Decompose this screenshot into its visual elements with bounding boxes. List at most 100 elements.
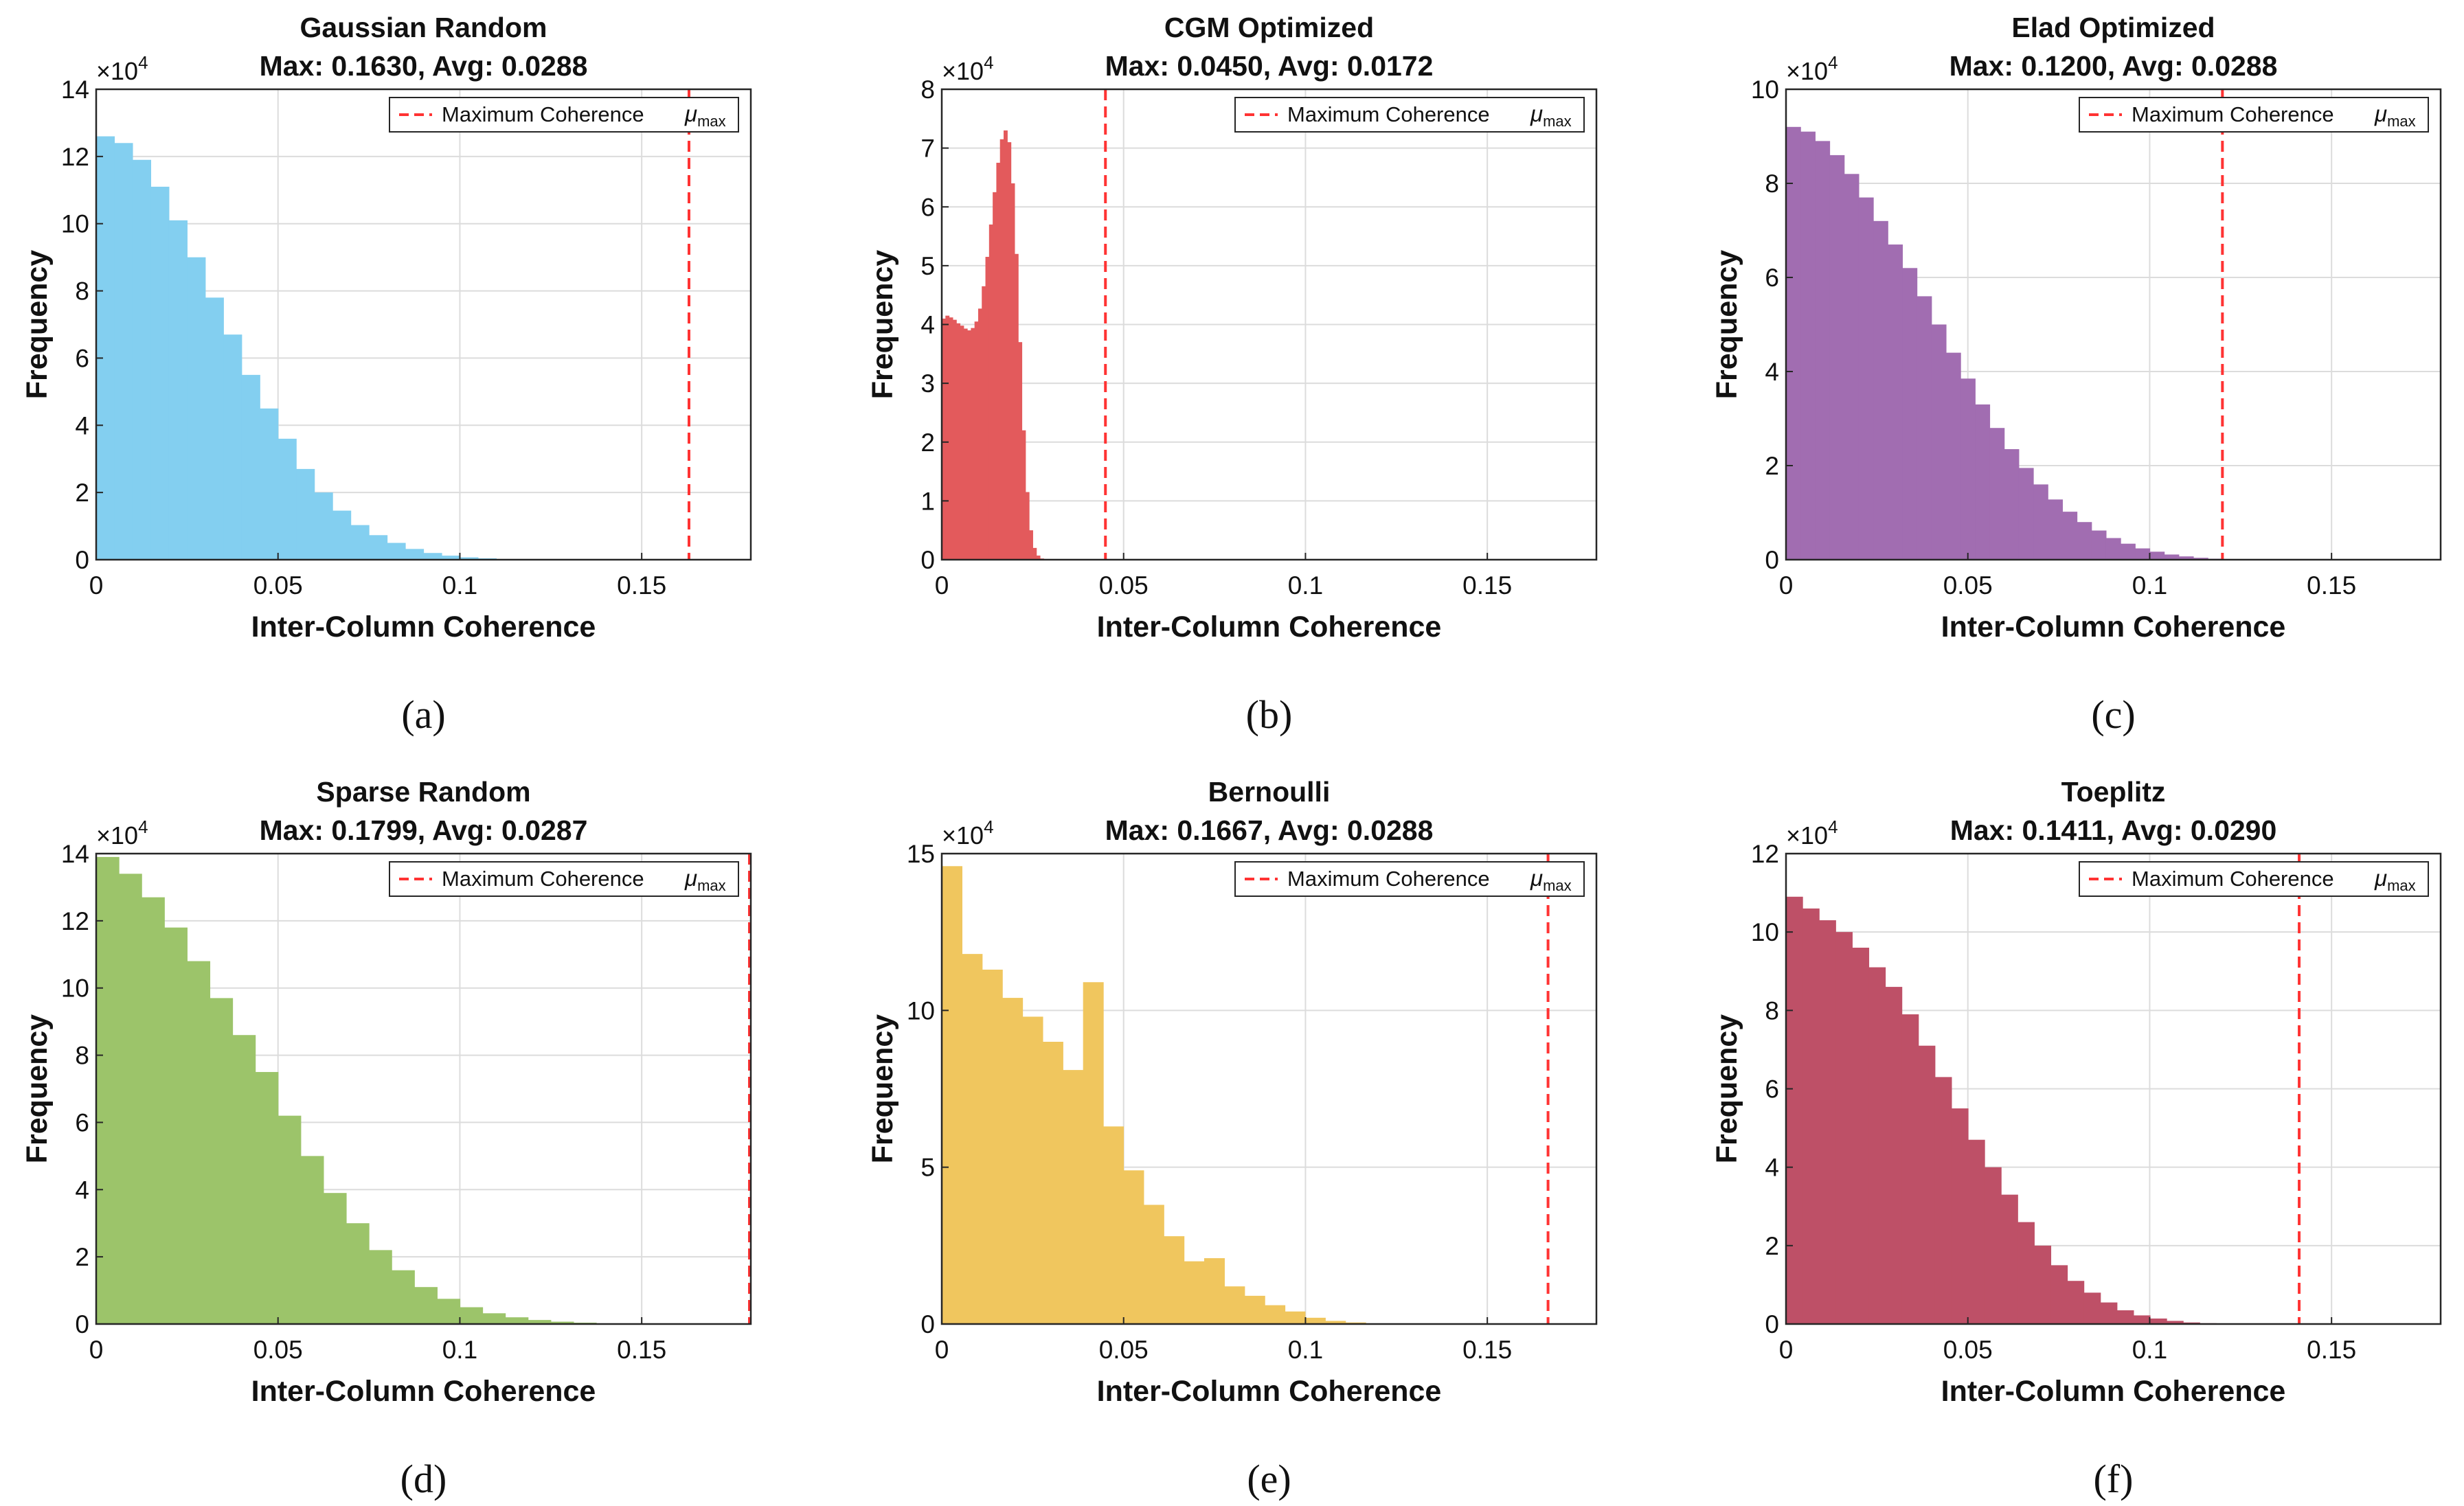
histogram-bar	[1844, 174, 1860, 560]
histogram-bar	[114, 143, 133, 560]
legend-box	[389, 97, 739, 133]
histogram-bar	[1934, 1077, 1952, 1324]
x-axis-label: Inter-Column Coherence	[1941, 1375, 2286, 1408]
histogram-bar	[369, 535, 388, 560]
histogram-bar	[2034, 1245, 2052, 1324]
x-tick-label: 0	[935, 571, 949, 600]
panel-label: (f)	[2094, 1457, 2134, 1501]
histogram-bar	[1835, 932, 1853, 1324]
histogram-bar	[962, 954, 983, 1324]
histogram-bar	[1873, 220, 1888, 560]
exponent-base: ×10	[1786, 57, 1828, 85]
histogram-bar	[323, 1193, 347, 1324]
histogram-bar	[2091, 530, 2107, 560]
x-axis-label: Inter-Column Coherence	[1097, 1375, 1442, 1408]
x-tick-label: 0.05	[253, 1336, 303, 1364]
x-tick-label: 0	[935, 1336, 949, 1364]
y-tick-label: 1	[920, 487, 935, 515]
histogram-bar	[2116, 1310, 2134, 1324]
histogram-bar	[2067, 1281, 2085, 1324]
histogram-bar	[1042, 1042, 1063, 1324]
histogram-bar	[2121, 543, 2136, 560]
x-tick-label: 0.05	[1943, 571, 1993, 600]
legend-label: Maximum Coherence	[442, 102, 644, 126]
histogram-bar	[1960, 378, 1976, 560]
histogram-bar	[2001, 1194, 2018, 1324]
x-axis-label: Inter-Column Coherence	[1097, 611, 1442, 643]
histogram-bar	[255, 1072, 279, 1324]
histogram-bar	[241, 374, 260, 560]
y-tick-label: 4	[75, 411, 89, 440]
histogram-bar	[999, 139, 1004, 560]
mu-subscript: max	[2387, 113, 2416, 130]
histogram-bar	[982, 286, 986, 560]
legend: Maximum Coherence μmax	[2079, 97, 2429, 133]
histogram-bar	[1304, 1317, 1326, 1324]
histogram-bar	[1164, 1236, 1185, 1324]
histogram-bar	[1265, 1305, 1286, 1324]
y-tick-label: 0	[1765, 1310, 1779, 1338]
histogram-bar	[1800, 131, 1816, 560]
x-tick-label: 0.1	[1288, 1336, 1323, 1364]
histogram-bar	[260, 408, 279, 560]
histogram-bar	[974, 321, 979, 560]
histogram-bar	[2105, 538, 2121, 560]
mu-glyph: μ	[684, 101, 697, 126]
y-tick-label: 8	[75, 277, 89, 306]
histogram-bar	[205, 297, 224, 560]
legend-box	[1234, 861, 1585, 897]
histogram-bar	[2004, 449, 2020, 560]
axis-exponent-label: ×104	[96, 817, 148, 849]
axis-exponent-label: ×104	[942, 52, 994, 85]
y-axis-label: Frequency	[1710, 1014, 1743, 1164]
histogram-bar	[2048, 499, 2063, 560]
histogram-bar	[1918, 1045, 1936, 1324]
histogram-bar	[2149, 551, 2165, 560]
histogram-bar	[977, 308, 982, 560]
histogram-bar	[1010, 183, 1015, 560]
histogram-bar	[967, 330, 971, 560]
legend-label: Maximum Coherence	[2132, 102, 2334, 126]
histogram-bar	[164, 927, 188, 1324]
y-axis-label: Frequency	[21, 1014, 54, 1164]
y-tick-label: 10	[1751, 76, 1779, 104]
y-tick-label: 6	[920, 193, 935, 221]
histogram-bar	[945, 315, 950, 560]
histogram-bar	[300, 1156, 324, 1324]
axis-exponent-label: ×104	[1786, 52, 1838, 85]
histogram-bar	[2149, 1319, 2167, 1324]
histogram-bar	[1123, 1170, 1144, 1324]
y-tick-label: 12	[61, 907, 89, 935]
axis-exponent-label: ×104	[1786, 817, 1838, 849]
panel-label: (d)	[400, 1457, 447, 1501]
histogram-bar	[1852, 948, 1870, 1324]
histogram-bar	[2193, 558, 2208, 560]
exponent-base: ×10	[96, 821, 138, 849]
y-tick-label: 14	[61, 840, 89, 868]
legend-mu-symbol: μmax	[1530, 865, 1572, 894]
y-tick-label: 4	[1765, 1154, 1779, 1182]
y-tick-label: 6	[75, 1108, 89, 1137]
legend-mu-symbol: μmax	[2374, 101, 2416, 130]
legend-mu-symbol: μmax	[2374, 865, 2416, 894]
histogram-bar	[2178, 556, 2194, 560]
chart-title: Sparse Random	[316, 776, 530, 808]
x-tick-label: 0.1	[2132, 571, 2167, 600]
histogram-bar	[988, 224, 993, 560]
histogram-bar	[528, 1320, 552, 1324]
chart-subtitle: Max: 0.0450, Avg: 0.0172	[1105, 50, 1434, 82]
exponent-power: 4	[984, 52, 993, 73]
x-axis-label: Inter-Column Coherence	[1941, 611, 2286, 643]
y-tick-label: 10	[1751, 918, 1779, 946]
histogram-bar	[942, 866, 962, 1324]
mu-subscript: max	[2387, 877, 2416, 894]
histogram-bar	[119, 874, 142, 1324]
histogram-bar	[423, 553, 442, 560]
histogram-bar	[1815, 141, 1831, 560]
panel-label: (c)	[2091, 692, 2135, 737]
y-tick-label: 0	[75, 1310, 89, 1338]
legend: Maximum Coherence μmax	[389, 97, 739, 133]
